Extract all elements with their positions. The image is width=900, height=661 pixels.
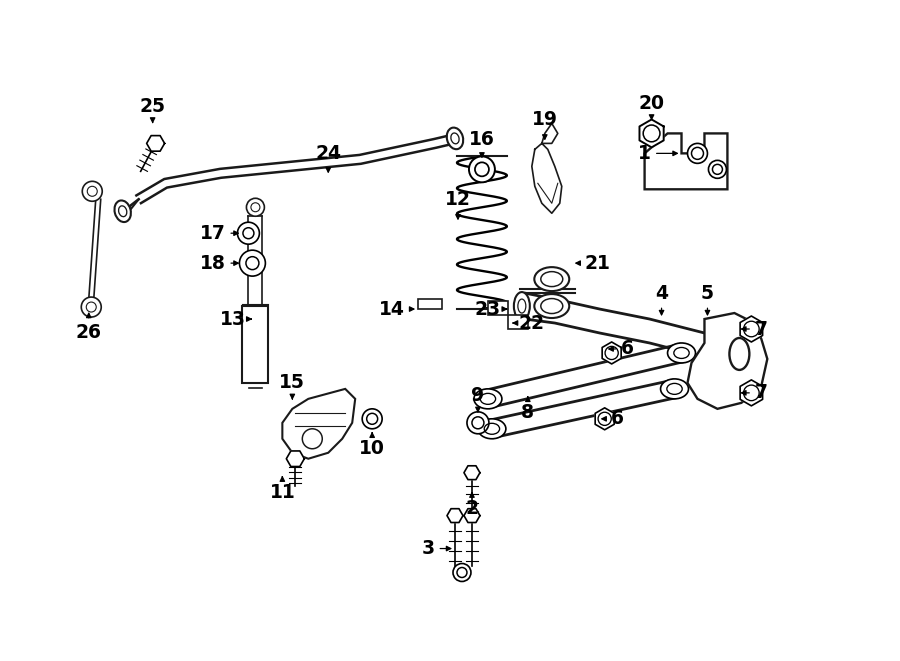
Polygon shape bbox=[488, 301, 508, 315]
Text: 2: 2 bbox=[465, 492, 479, 518]
Text: 26: 26 bbox=[76, 313, 102, 342]
Text: 19: 19 bbox=[532, 110, 558, 139]
Text: 3: 3 bbox=[421, 539, 451, 558]
Polygon shape bbox=[740, 380, 762, 406]
Text: 4: 4 bbox=[655, 284, 668, 315]
Circle shape bbox=[362, 409, 382, 429]
Text: 6: 6 bbox=[602, 409, 624, 428]
Text: 23: 23 bbox=[475, 299, 507, 319]
Polygon shape bbox=[490, 380, 677, 438]
Ellipse shape bbox=[478, 419, 506, 439]
Text: 14: 14 bbox=[379, 299, 414, 319]
Ellipse shape bbox=[474, 389, 502, 409]
Polygon shape bbox=[508, 315, 527, 329]
Text: 5: 5 bbox=[701, 284, 714, 315]
Text: 17: 17 bbox=[200, 223, 239, 243]
Text: 25: 25 bbox=[140, 97, 166, 122]
Polygon shape bbox=[740, 316, 762, 342]
FancyBboxPatch shape bbox=[242, 306, 268, 383]
Ellipse shape bbox=[514, 292, 530, 320]
Text: 6: 6 bbox=[609, 340, 634, 358]
Circle shape bbox=[469, 157, 495, 182]
Text: 1: 1 bbox=[638, 144, 678, 163]
Ellipse shape bbox=[535, 294, 569, 318]
Polygon shape bbox=[418, 299, 442, 309]
Polygon shape bbox=[286, 451, 304, 467]
Text: 11: 11 bbox=[269, 477, 295, 502]
Text: 20: 20 bbox=[639, 94, 664, 120]
Circle shape bbox=[467, 412, 489, 434]
Circle shape bbox=[238, 222, 259, 244]
Text: 8: 8 bbox=[521, 397, 535, 422]
Ellipse shape bbox=[661, 379, 688, 399]
Polygon shape bbox=[602, 342, 621, 364]
Text: 7: 7 bbox=[742, 319, 768, 338]
Circle shape bbox=[239, 250, 266, 276]
Circle shape bbox=[708, 161, 726, 178]
Polygon shape bbox=[147, 136, 165, 151]
Text: 10: 10 bbox=[359, 433, 385, 458]
Text: 13: 13 bbox=[220, 309, 251, 329]
Polygon shape bbox=[464, 509, 480, 523]
Text: 7: 7 bbox=[742, 383, 768, 403]
Polygon shape bbox=[532, 124, 562, 214]
Polygon shape bbox=[447, 509, 463, 523]
Circle shape bbox=[247, 198, 265, 216]
Circle shape bbox=[81, 297, 101, 317]
Text: 22: 22 bbox=[513, 313, 544, 332]
Ellipse shape bbox=[114, 200, 130, 222]
Polygon shape bbox=[640, 120, 663, 147]
Text: 9: 9 bbox=[472, 387, 484, 412]
Ellipse shape bbox=[535, 267, 569, 291]
Polygon shape bbox=[283, 389, 356, 459]
Circle shape bbox=[688, 143, 707, 163]
Polygon shape bbox=[688, 313, 768, 409]
Circle shape bbox=[82, 181, 103, 201]
Text: 18: 18 bbox=[200, 254, 239, 272]
Text: 16: 16 bbox=[469, 130, 495, 157]
Polygon shape bbox=[486, 344, 684, 408]
Polygon shape bbox=[644, 134, 727, 189]
Text: 21: 21 bbox=[576, 254, 610, 272]
Ellipse shape bbox=[446, 128, 464, 149]
Polygon shape bbox=[595, 408, 614, 430]
Text: 24: 24 bbox=[315, 144, 341, 172]
Ellipse shape bbox=[729, 338, 750, 370]
Circle shape bbox=[453, 564, 471, 582]
Ellipse shape bbox=[668, 343, 696, 363]
Text: 15: 15 bbox=[279, 373, 305, 399]
Text: 12: 12 bbox=[445, 190, 471, 219]
Polygon shape bbox=[464, 466, 480, 480]
